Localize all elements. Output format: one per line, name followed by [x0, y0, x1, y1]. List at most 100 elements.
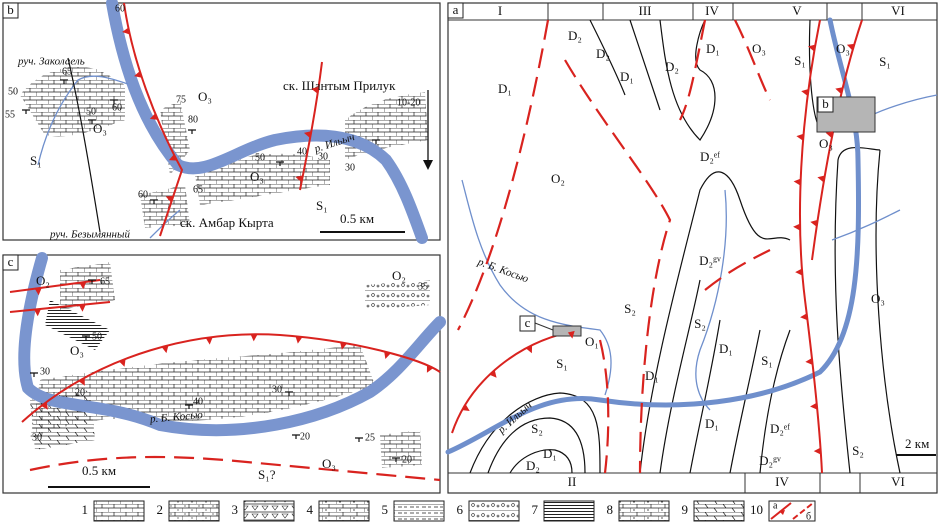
fault-tooth — [340, 342, 348, 350]
inset-label-box — [519, 315, 536, 332]
unit-label: S₁ — [556, 356, 568, 371]
zone-label: IV — [775, 474, 789, 489]
scale-label: 0.5 км — [340, 211, 374, 226]
fault-tooth — [813, 447, 821, 455]
legend-swatch — [618, 500, 670, 522]
fault-tooth — [462, 404, 470, 412]
unit-label: S₂ — [694, 316, 706, 331]
path — [88, 119, 96, 124]
fault-tooth — [295, 175, 303, 183]
unit-label: D₁ — [645, 368, 659, 383]
zone-label: I — [498, 3, 502, 18]
unit-label: D₁ — [543, 446, 557, 461]
path — [88, 279, 96, 284]
river-label: р. Б. Косью — [148, 409, 203, 426]
path — [60, 79, 68, 84]
legend-number: 7 — [532, 502, 539, 517]
dip-label: 30 — [318, 151, 328, 162]
path — [150, 199, 158, 204]
panel-label-box — [447, 2, 464, 19]
fault — [21, 333, 441, 423]
unit-label: D₂ — [596, 46, 610, 61]
unit-label: O₃ — [93, 121, 107, 136]
dip-label: 20 — [402, 454, 412, 465]
legend-number: 3 — [232, 502, 239, 517]
zone-dividers — [547, 3, 863, 493]
unit-label: S₂ — [852, 443, 864, 458]
inferred-fault — [704, 249, 771, 291]
path — [875, 149, 901, 474]
dip-symbols — [30, 279, 400, 462]
fault — [811, 19, 863, 261]
path — [487, 417, 586, 474]
legend-swatch — [93, 500, 145, 522]
path — [808, 19, 819, 126]
fault-tooth — [303, 131, 312, 139]
path — [82, 335, 90, 340]
unit-label: D₁ — [620, 69, 634, 84]
fault-tooth — [41, 401, 48, 410]
legend-swatch — [468, 500, 520, 522]
zone-label: VI — [891, 474, 905, 489]
panel-label: b — [7, 2, 14, 17]
legend-number: 4 — [307, 502, 314, 517]
dip-label: 60 — [115, 3, 125, 14]
fault-tooth — [384, 351, 391, 359]
dip-label: 65 — [193, 184, 203, 195]
fault-tooth — [793, 178, 801, 186]
unit-label: D₂ᵉᶠ — [770, 421, 790, 436]
limestone-area — [140, 185, 190, 228]
path — [285, 391, 293, 396]
unit-label: O₂ — [36, 273, 50, 288]
unit-label: S₁ — [794, 53, 806, 68]
path — [188, 129, 196, 134]
unit-label: D₂ — [568, 28, 582, 43]
fault-tooth — [122, 27, 130, 35]
path — [509, 449, 573, 474]
limestone-area — [20, 67, 125, 137]
stream-label: руч. Безымянный — [49, 229, 130, 241]
dip-label: 50 — [92, 331, 102, 342]
fault-tooth — [78, 304, 86, 312]
unit-label: D₁ — [706, 41, 720, 56]
legend-number: 6 — [457, 502, 464, 517]
limestone-area — [380, 430, 422, 468]
fault-tooth — [807, 44, 816, 52]
unit-label: O₃ — [322, 456, 336, 471]
fault-tooth — [250, 334, 258, 342]
dip-label: 75 — [176, 94, 186, 105]
river — [18, 252, 446, 437]
unit-label: D₂ᵍᵛ — [759, 453, 781, 468]
path — [110, 99, 118, 104]
fault-tooth — [567, 330, 575, 339]
zone-label: V — [792, 3, 802, 18]
panel-label-box — [2, 2, 19, 19]
sandstone-area — [365, 280, 430, 310]
dip-label: 20 — [75, 387, 85, 398]
panel-a: a b c 2 км р. Б. Косью р. Ильыч I III IV V V… — [445, 2, 938, 494]
inferred-fault — [679, 19, 707, 121]
fault-tooth — [149, 113, 158, 120]
dip-label: 50 — [8, 86, 18, 97]
dip-label: 50 — [255, 152, 265, 163]
fault-tooth — [311, 86, 319, 94]
inferred-fault — [598, 339, 610, 474]
dip-label: 50 — [86, 106, 96, 117]
fault — [9, 279, 111, 313]
fault-tooth — [205, 337, 213, 345]
path — [30, 372, 38, 377]
dip-label: 60 — [138, 189, 148, 200]
stream — [461, 179, 612, 396]
dip-label: 60 — [112, 102, 122, 113]
path — [659, 279, 701, 474]
inset-label-box — [817, 96, 834, 113]
path — [392, 457, 400, 462]
unit-label: S₁ — [30, 153, 42, 168]
fault-tooth — [800, 313, 808, 321]
path — [22, 109, 30, 114]
unit-label: O₁ — [585, 334, 599, 349]
fault-tooth — [34, 308, 42, 317]
inferred-fault — [457, 19, 550, 331]
legend-swatch — [393, 500, 445, 522]
inferred-fault — [734, 19, 771, 101]
